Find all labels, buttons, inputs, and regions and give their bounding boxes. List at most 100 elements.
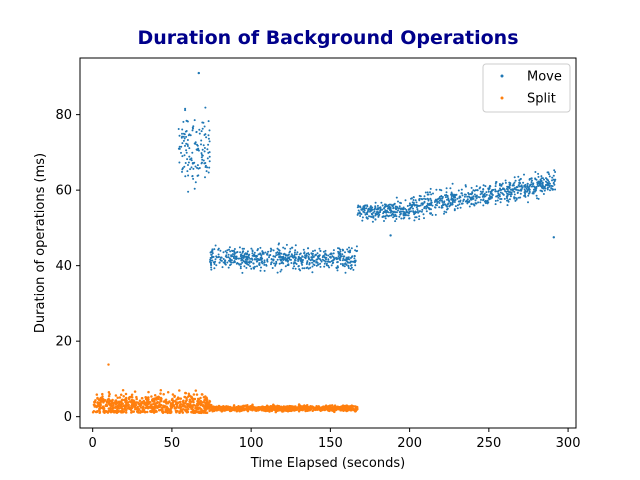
data-point-move (192, 125, 195, 128)
data-point-split (124, 411, 128, 414)
data-point-move (443, 200, 446, 203)
data-point-move (446, 195, 449, 198)
data-point-split (123, 398, 126, 402)
data-point-split (294, 405, 297, 408)
data-point-split (111, 406, 115, 410)
data-point-move (331, 255, 334, 258)
data-point-move (322, 250, 325, 253)
data-point-split (276, 408, 279, 412)
data-point-move (248, 261, 251, 264)
data-point-move (339, 259, 342, 262)
data-point-split (159, 398, 162, 402)
data-point-move (332, 258, 335, 261)
data-point-move (430, 212, 433, 215)
data-point-move (181, 155, 184, 158)
data-point-move (527, 201, 529, 204)
data-point-split (222, 408, 226, 411)
data-point-move (241, 247, 244, 250)
data-point-move (217, 248, 220, 251)
data-point-move (431, 214, 434, 216)
data-point-move (257, 253, 260, 256)
data-point-move (440, 189, 443, 192)
data-point-move (204, 106, 207, 109)
data-point-split (107, 390, 111, 394)
data-point-move (218, 261, 221, 264)
data-point-split (137, 402, 140, 405)
data-point-move (300, 258, 303, 261)
data-point-split (177, 397, 180, 400)
data-point-split (228, 405, 232, 409)
data-point-move (327, 264, 330, 267)
data-point-split (188, 400, 191, 404)
data-point-move (364, 213, 367, 216)
data-point-move (554, 188, 557, 191)
data-point-move (339, 263, 342, 265)
data-point-move (347, 265, 350, 268)
data-point-move (437, 197, 440, 200)
data-point-move (523, 185, 526, 188)
data-point-move (342, 249, 345, 252)
x-tick-label: 250 (476, 436, 501, 451)
data-point-split (157, 395, 161, 399)
data-point-move (181, 167, 184, 170)
data-point-split (195, 393, 199, 396)
data-point-move (337, 252, 340, 255)
data-point-split (135, 395, 138, 399)
data-point-move (310, 256, 313, 259)
data-point-move (290, 255, 292, 258)
chart-title: Duration of Background Operations (137, 27, 518, 49)
legend-marker-split (500, 96, 504, 100)
data-point-split (131, 404, 134, 408)
data-point-move (499, 201, 502, 204)
data-point-move (451, 182, 454, 185)
data-point-move (203, 147, 206, 149)
data-point-move (253, 255, 256, 258)
data-point-move (316, 252, 319, 255)
data-point-move (420, 210, 423, 213)
data-point-split (171, 397, 174, 401)
data-point-move (259, 246, 262, 249)
data-point-move (190, 166, 193, 169)
data-point-split (106, 400, 109, 404)
data-point-move (329, 256, 332, 259)
data-point-move (217, 253, 220, 256)
data-point-split (98, 407, 101, 410)
data-point-split (138, 399, 142, 402)
data-point-split (111, 398, 114, 402)
data-point-split (139, 406, 143, 409)
data-point-move (201, 158, 204, 161)
x-axis-ticks: 0 50 100 150 200 250 300 (89, 428, 580, 451)
data-point-move (370, 207, 373, 210)
data-point-move (387, 211, 390, 214)
data-point-move (414, 210, 417, 213)
data-point-move (490, 195, 493, 198)
data-point-move (530, 177, 532, 180)
data-point-move (185, 119, 188, 122)
data-point-move (185, 149, 188, 152)
data-point-move (502, 188, 504, 191)
data-point-move (485, 191, 488, 194)
data-point-move (503, 188, 506, 191)
data-point-split (232, 404, 236, 407)
data-point-move (399, 201, 401, 204)
data-point-move (499, 189, 502, 191)
data-point-split (134, 403, 138, 407)
data-point-move (517, 196, 520, 199)
data-point-move (533, 190, 536, 193)
data-point-move (535, 185, 538, 188)
data-point-move (453, 196, 456, 199)
data-point-move (410, 210, 412, 213)
data-point-move (412, 201, 415, 204)
data-point-move (261, 252, 264, 255)
data-point-move (510, 193, 513, 196)
data-point-move (323, 262, 326, 265)
data-point-move (224, 263, 227, 266)
data-point-split (237, 404, 240, 408)
data-point-move (447, 199, 450, 202)
data-point-split (117, 409, 120, 413)
data-point-move (392, 213, 395, 216)
data-point-move (534, 189, 537, 192)
data-point-split (305, 408, 308, 412)
data-point-move (547, 171, 550, 174)
data-point-move (352, 268, 355, 271)
